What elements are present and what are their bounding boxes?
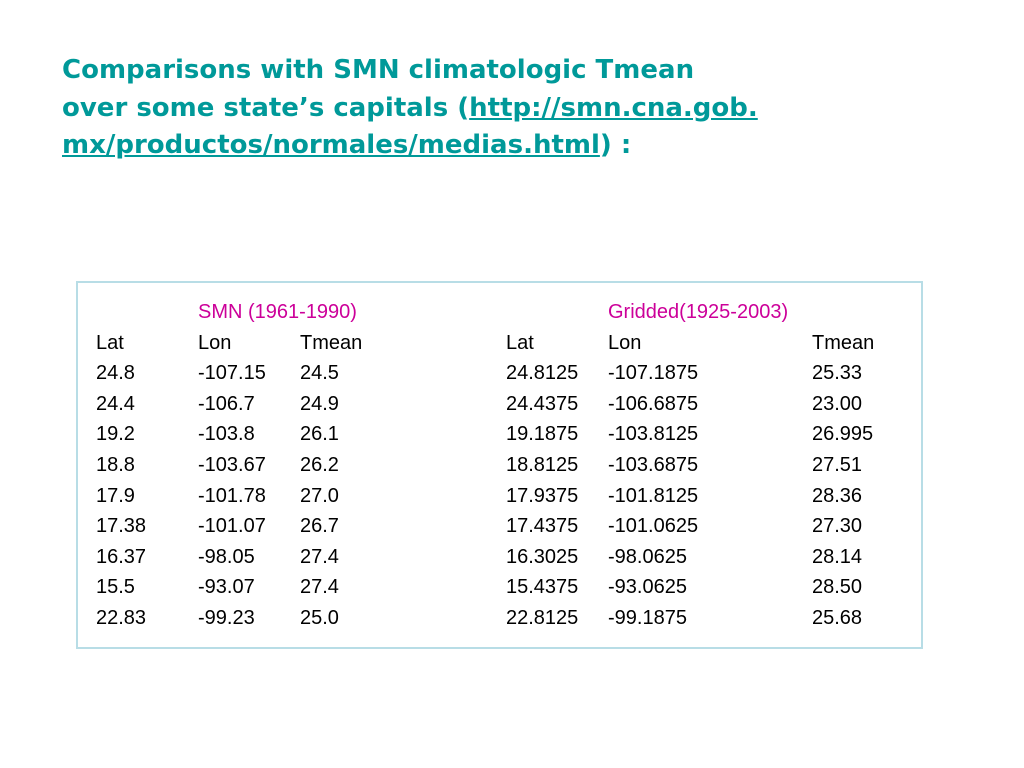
cell: 15.5 — [96, 576, 135, 599]
cell: -93.0625 — [608, 576, 687, 599]
cell: 25.0 — [300, 607, 339, 629]
cell: 24.4375 — [506, 392, 579, 415]
cell: 26.2 — [300, 454, 339, 476]
cell: -103.67 — [198, 454, 266, 476]
cell: 26.7 — [300, 515, 339, 538]
cell: 26.1 — [300, 423, 339, 446]
cell: 16.37 — [96, 545, 147, 568]
cell: -107.15 — [198, 362, 266, 385]
column-header: Lat — [506, 331, 534, 354]
cell: 27.4 — [300, 576, 339, 599]
cell: 28.36 — [812, 484, 863, 507]
cell: -101.07 — [198, 515, 266, 538]
cell: -99.23 — [198, 607, 255, 629]
column-header: Tmean — [300, 331, 363, 354]
cell: 22.8125 — [506, 607, 579, 629]
cell: 26.995 — [812, 423, 874, 446]
column-header: Lon — [608, 331, 642, 354]
cell: -101.8125 — [608, 484, 699, 507]
cell: 27.0 — [300, 484, 339, 507]
cell: 24.9 — [300, 392, 339, 415]
cell: 24.5 — [300, 362, 339, 385]
cell: 27.30 — [812, 515, 863, 538]
cell: 28.14 — [812, 545, 863, 568]
title-text: Comparisons with SMN climatologic Tmean … — [62, 55, 695, 123]
title: Comparisons with SMN climatologic Tmean … — [62, 52, 762, 165]
cell: 19.2 — [96, 423, 135, 446]
cell: -98.05 — [198, 545, 255, 568]
cell: 16.3025 — [506, 545, 579, 568]
cell: 25.68 — [812, 607, 863, 629]
cell: 17.9375 — [506, 484, 579, 507]
cell: 24.8 — [96, 362, 135, 385]
cell: 18.8 — [96, 454, 135, 476]
cell: 22.83 — [96, 607, 147, 629]
cell: 17.38 — [96, 515, 147, 538]
cell: -103.8 — [198, 423, 255, 446]
cell: -103.8125 — [608, 423, 699, 446]
cell: 18.8125 — [506, 454, 579, 476]
cell: -98.0625 — [608, 545, 687, 568]
cell: 19.1875 — [506, 423, 579, 446]
cell: 15.4375 — [506, 576, 579, 599]
cell: -103.6875 — [608, 454, 699, 476]
cell: 17.4375 — [506, 515, 579, 538]
cell: 28.50 — [812, 576, 863, 599]
cell: -101.0625 — [608, 515, 699, 538]
cell: -99.1875 — [608, 607, 687, 629]
cell: 25.33 — [812, 362, 863, 385]
table: SMN (1961-1990) Gridded(1925-2003) Lat Lon T… — [76, 281, 923, 649]
column-header: Tmean — [812, 331, 875, 354]
cell: 24.8125 — [506, 362, 579, 385]
cell: 27.4 — [300, 545, 339, 568]
cell: -101.78 — [198, 484, 266, 507]
link[interactable]: http://smn.cna.gob.mx/productos/normales… — [62, 92, 758, 161]
cell: -106.7 — [198, 392, 255, 415]
column-header: Lon — [198, 331, 232, 354]
column-header: Lat — [96, 331, 124, 354]
cell: 27.51 — [812, 454, 863, 476]
title-text: ) : — [599, 130, 632, 160]
cell: -107.1875 — [608, 362, 699, 385]
cell: 17.9 — [96, 484, 135, 507]
cell: -106.6875 — [608, 392, 699, 415]
cell: -93.07 — [198, 576, 255, 599]
cell: 24.4 — [96, 392, 135, 415]
group-header: Gridded(1925-2003) — [608, 301, 789, 323]
cell: 23.00 — [812, 392, 863, 415]
group-header: SMN (1961-1990) — [198, 301, 357, 323]
